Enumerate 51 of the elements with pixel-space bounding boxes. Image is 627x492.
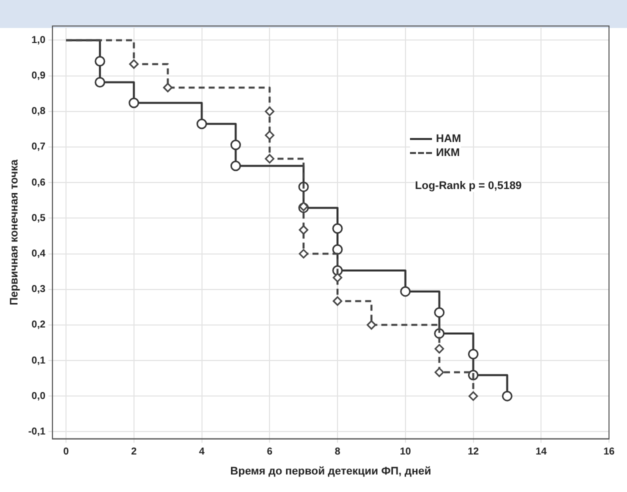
point bbox=[332, 272, 342, 282]
x-axis-title: Время до первой детекции ФП, дней bbox=[230, 465, 432, 478]
x-tick-label: 8 bbox=[334, 446, 341, 458]
x-tick-label: 12 bbox=[468, 446, 480, 458]
legend-label: ИКМ bbox=[436, 147, 460, 159]
point bbox=[400, 286, 411, 297]
point bbox=[468, 391, 478, 401]
annotation: Log-Rank p = 0,5189 bbox=[415, 180, 522, 192]
y-tick-label: 0,7 bbox=[32, 142, 46, 153]
point bbox=[264, 154, 274, 164]
x-tick-label: 10 bbox=[400, 446, 412, 458]
y-axis-title: Первичная конечная точка bbox=[8, 158, 21, 306]
y-tick-label: 0,5 bbox=[32, 212, 46, 224]
x-tick-label: 6 bbox=[266, 446, 273, 458]
y-tick-label: -0,1 bbox=[28, 426, 46, 438]
point bbox=[332, 223, 343, 234]
point bbox=[94, 56, 106, 66]
point bbox=[264, 106, 274, 116]
y-tick-label: 0,2 bbox=[32, 320, 46, 331]
y-tick-label: 1,0 bbox=[32, 34, 46, 46]
x-tick-label: 2 bbox=[131, 446, 138, 458]
point bbox=[230, 140, 241, 150]
x-tick-label: 14 bbox=[536, 446, 548, 458]
point bbox=[434, 344, 444, 354]
y-tick-label: 0,6 bbox=[32, 177, 46, 188]
y-tick-label: 0,1 bbox=[32, 355, 46, 366]
x-tick-label: 0 bbox=[63, 446, 70, 458]
point bbox=[502, 390, 512, 402]
point bbox=[366, 320, 376, 330]
point bbox=[196, 118, 208, 130]
y-tick-label: 0,4 bbox=[32, 248, 46, 260]
point bbox=[298, 225, 308, 235]
legend-label: НАМ bbox=[436, 133, 462, 145]
y-tick-label: 0,8 bbox=[32, 106, 46, 118]
point bbox=[332, 296, 342, 306]
y-tick-label: 0,9 bbox=[32, 70, 46, 82]
point bbox=[129, 59, 139, 69]
point bbox=[163, 82, 173, 92]
point bbox=[332, 244, 343, 255]
y-tick-label: 0,0 bbox=[32, 390, 46, 402]
point bbox=[128, 98, 140, 108]
point bbox=[230, 160, 241, 172]
y-tick-label: 0,3 bbox=[32, 284, 46, 296]
x-tick-label: 16 bbox=[603, 446, 615, 458]
x-tick-label: 4 bbox=[198, 446, 205, 458]
point bbox=[94, 76, 106, 88]
point bbox=[264, 130, 274, 140]
point bbox=[434, 368, 444, 378]
point bbox=[468, 348, 478, 360]
point bbox=[434, 307, 445, 318]
point bbox=[298, 249, 308, 258]
